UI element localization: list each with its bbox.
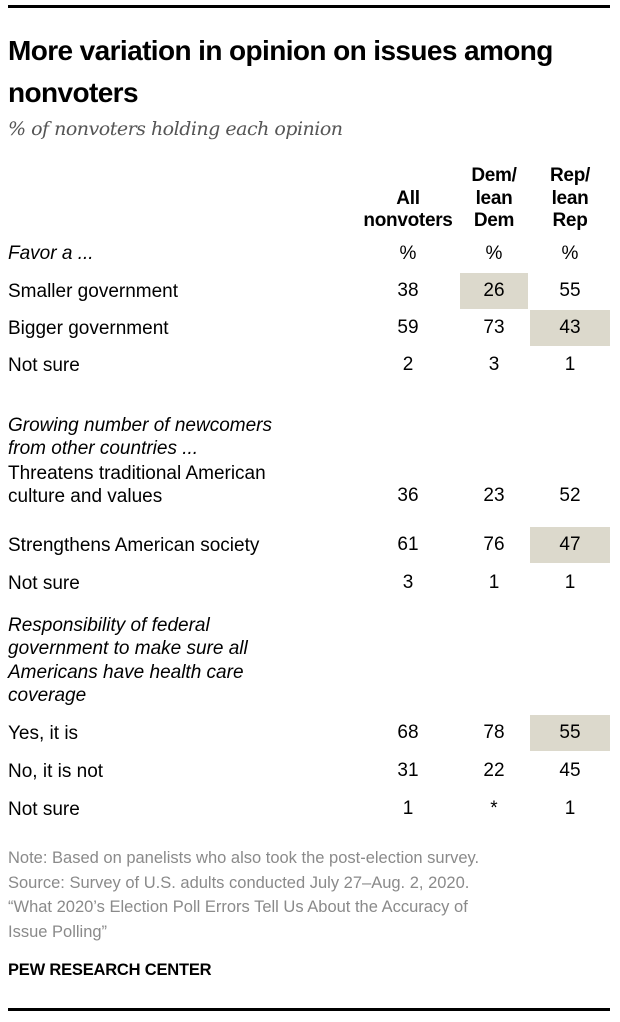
chart-title: More variation in opinion on issues amon… — [8, 35, 553, 108]
section-heading: Growing number of newcomers — [8, 415, 272, 436]
data-cell: 1 — [564, 354, 576, 375]
row-label: Not sure — [8, 355, 80, 376]
data-cell: 23 — [483, 485, 505, 506]
section-heading: Responsibility of federal — [8, 615, 210, 636]
row-label: Strengthens American society — [8, 535, 260, 556]
row-label: No, it is not — [8, 761, 104, 782]
data-cell: 55 — [559, 280, 581, 301]
data-cell: 68 — [397, 722, 419, 743]
data-cell: 38 — [397, 280, 419, 301]
section-heading: Favor a ... — [8, 243, 94, 264]
column-header: lean — [475, 187, 513, 209]
top-rule — [8, 5, 610, 8]
column-header: All — [396, 187, 420, 209]
row-label: culture and values — [8, 486, 163, 507]
column-header: lean — [551, 187, 589, 209]
brand-label: PEW RESEARCH CENTER — [8, 961, 212, 979]
row-label: Smaller government — [8, 281, 179, 302]
report-title-text: “What 2020’s Election Poll Errors Tell U… — [8, 898, 468, 916]
data-cell: 78 — [483, 722, 505, 743]
data-cell: 36 — [397, 485, 419, 506]
column-header: Dem/ — [471, 165, 517, 186]
section-heading: coverage — [8, 685, 87, 706]
section-heading: from other countries ... — [8, 438, 199, 459]
unit-label: % — [561, 243, 579, 264]
row-label: Yes, it is — [8, 723, 79, 744]
section-heading: government to make sure all — [8, 638, 248, 659]
data-cell: 52 — [559, 485, 581, 506]
data-cell: 1 — [488, 572, 500, 593]
section-heading: Americans have health care — [8, 662, 244, 683]
note-text: Note: Based on panelists who also took t… — [8, 849, 480, 867]
data-cell: 47 — [530, 527, 610, 563]
column-header: Dem — [473, 210, 515, 231]
row-label: Bigger government — [8, 318, 169, 339]
data-cell: 3 — [402, 572, 414, 593]
row-label: Threatens traditional American — [8, 463, 266, 484]
report-title-text: Issue Polling” — [8, 922, 108, 941]
column-header: nonvoters — [363, 210, 453, 231]
data-cell: * — [490, 798, 498, 819]
data-cell: 1 — [402, 798, 414, 819]
data-cell: 3 — [488, 354, 500, 375]
row-label: Not sure — [8, 573, 80, 594]
data-cell: 76 — [483, 534, 505, 555]
data-cell: 22 — [483, 760, 505, 781]
data-cell: 45 — [559, 760, 581, 781]
data-cell: 2 — [402, 354, 414, 375]
data-cell: 43 — [530, 310, 610, 346]
data-cell: 73 — [483, 317, 505, 338]
data-cell: 55 — [530, 715, 610, 751]
unit-label: % — [399, 243, 417, 264]
data-cell: 1 — [564, 798, 576, 819]
data-cell: 1 — [564, 572, 576, 593]
unit-label: % — [485, 243, 503, 264]
chart-subtitle: % of nonvoters holding each opinion — [8, 118, 343, 140]
data-cell: 61 — [397, 534, 419, 555]
row-label: Not sure — [8, 799, 80, 820]
bottom-rule — [8, 1008, 610, 1011]
source-text: Source: Survey of U.S. adults conducted … — [8, 873, 470, 892]
column-header: Rep — [552, 210, 588, 231]
data-cell: 31 — [397, 760, 419, 781]
column-header: Rep/ — [550, 165, 590, 186]
data-cell: 26 — [460, 273, 528, 309]
data-cell: 59 — [397, 317, 419, 338]
